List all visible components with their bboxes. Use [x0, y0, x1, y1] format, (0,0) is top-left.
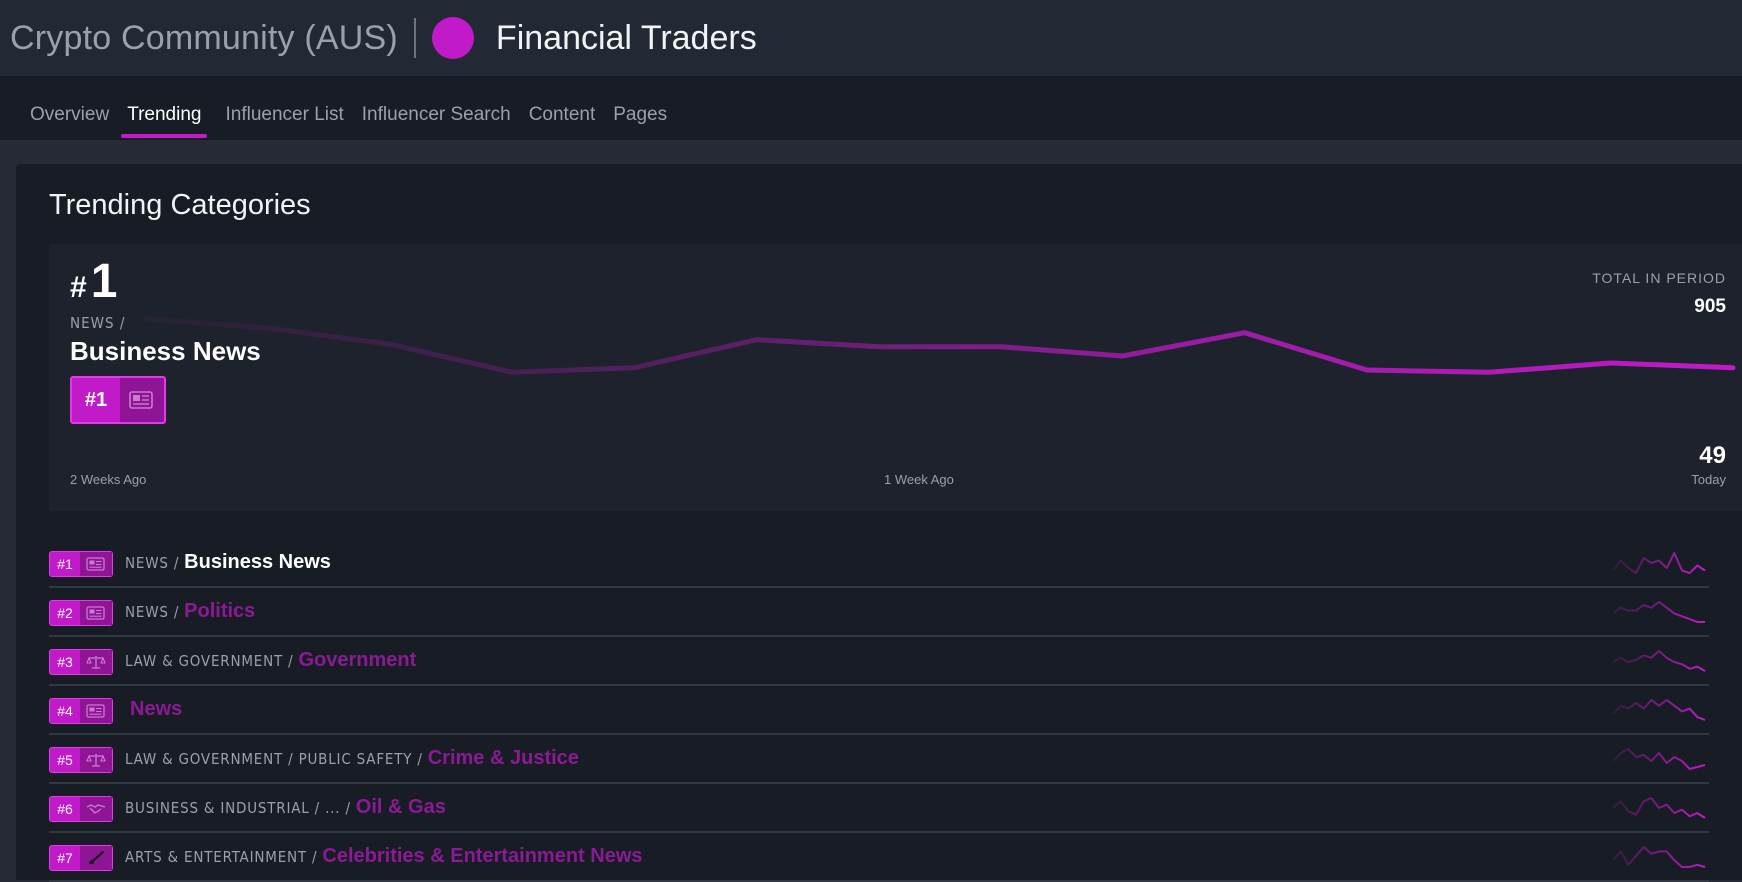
rank-label: #3 [57, 654, 73, 670]
newspaper-icon [120, 378, 164, 422]
category-name[interactable]: Politics [184, 600, 256, 622]
rank-badge: #1 [49, 551, 113, 577]
category-name[interactable]: Celebrities & Entertainment News [322, 845, 643, 867]
rank-badge: #6 [49, 796, 113, 822]
category-path: BUSINESS & INDUSTRIAL / ... / [125, 799, 351, 817]
category-label: NEWS / Business News [125, 551, 331, 574]
hero-rank-number: 1 [90, 255, 118, 308]
category-path: LAW & GOVERNMENT / PUBLIC SAFETY / [125, 750, 423, 768]
rank-label: #6 [57, 801, 73, 817]
newspaper-icon [80, 601, 112, 625]
category-row[interactable]: #6 BUSINESS & INDUSTRIAL / ... / Oil & Gas [49, 784, 1709, 833]
category-row[interactable]: #2 NEWS / Politics [49, 588, 1709, 637]
rank-badge: #3 [49, 649, 113, 675]
category-label: ARTS & ENTERTAINMENT / Celebrities & Ente… [125, 845, 643, 868]
category-name[interactable]: Government [298, 649, 417, 671]
sparkline-path [1612, 797, 1706, 819]
category-path: NEWS / [125, 603, 180, 621]
rank-label: #1 [57, 556, 73, 572]
hero-badge-rank: #1 [84, 388, 108, 411]
hero-trend-line [143, 316, 1736, 375]
hero-trend-chart [143, 316, 1736, 375]
category-name[interactable]: Business News [184, 551, 331, 573]
x-label-today: Today [1691, 472, 1726, 487]
tab-trending[interactable]: Trending [121, 104, 208, 140]
category-path: LAW & GOVERNMENT / [125, 652, 294, 670]
rank-label: #2 [57, 605, 73, 621]
rank-badge: #4 [49, 698, 113, 724]
group-title: Financial Traders [495, 18, 757, 57]
sparkline [1612, 650, 1706, 672]
rank-badge: #5 [49, 747, 113, 773]
sparkline-path [1612, 846, 1706, 868]
category-row[interactable]: #4 News [49, 686, 1709, 735]
category-list: #1 NEWS / Business News #2 NEWS / Politics #3 L… [49, 539, 1709, 882]
section-title: Trending Categories [49, 189, 311, 221]
category-name[interactable]: Crime & Justice [427, 747, 579, 769]
category-label: News [125, 698, 182, 721]
category-label: LAW & GOVERNMENT / Government [125, 649, 416, 672]
today-value: 49 [1699, 442, 1726, 469]
sparkline-path [1612, 552, 1706, 574]
category-label: NEWS / Politics [125, 600, 255, 623]
tab-pages[interactable]: Pages [613, 104, 668, 125]
x-label-mid: 1 Week Ago [884, 472, 954, 487]
scales-icon [80, 650, 112, 674]
title-divider [413, 18, 416, 58]
sparkline-path [1612, 699, 1706, 721]
hero-rank-hash: # [70, 271, 87, 304]
rank-label: #4 [57, 703, 73, 719]
sparkline [1612, 846, 1706, 868]
category-row[interactable]: #1 NEWS / Business News [49, 539, 1709, 588]
category-name[interactable]: News [130, 698, 183, 720]
tab-bar: Overview Trending Influencer List Influe… [0, 76, 1742, 140]
sparkline [1612, 748, 1706, 770]
trending-card: Trending Categories #1 NEWS / Business N… [16, 164, 1742, 882]
tab-overview[interactable]: Overview [30, 104, 110, 125]
hero-category-path: NEWS / [70, 314, 126, 332]
scales-icon [80, 748, 112, 772]
tab-influencer-search[interactable]: Influencer Search [361, 104, 511, 125]
newspaper-icon [80, 552, 112, 576]
handshake-icon [80, 797, 112, 821]
sparkline-path [1612, 650, 1706, 672]
top-header: Crypto Community (AUS) Financial Traders [0, 0, 1742, 76]
rank-badge: #2 [49, 600, 113, 626]
total-in-period-label: TOTAL IN PERIOD [1592, 270, 1726, 286]
community-title[interactable]: Crypto Community (AUS) [10, 18, 398, 57]
category-label: LAW & GOVERNMENT / PUBLIC SAFETY / Crime … [125, 747, 579, 770]
group-avatar [431, 17, 474, 59]
category-name[interactable]: Oil & Gas [355, 796, 446, 818]
hero-rank: #1 [70, 254, 117, 309]
total-in-period-value: 905 [1694, 296, 1726, 317]
rank-label: #7 [57, 850, 73, 866]
hero-category-name[interactable]: Business News [70, 336, 261, 366]
hero-rank-badge: #1 [70, 376, 166, 424]
top-category-panel[interactable]: #1 NEWS / Business News #1 TOTAL IN PERI… [49, 244, 1742, 511]
category-path: NEWS / [125, 554, 180, 572]
sparkline-path [1612, 601, 1705, 623]
sparkline-path [1612, 748, 1706, 770]
brush-icon [80, 846, 112, 870]
x-label-start: 2 Weeks Ago [70, 472, 147, 487]
newspaper-icon [80, 699, 112, 723]
category-row[interactable]: #7 ARTS & ENTERTAINMENT / Celebrities & En… [49, 833, 1709, 882]
tab-influencer-list[interactable]: Influencer List [225, 104, 344, 125]
rank-badge: #7 [49, 845, 113, 871]
tab-content[interactable]: Content [528, 104, 596, 125]
sparkline [1612, 699, 1706, 721]
category-path: ARTS & ENTERTAINMENT / [125, 848, 318, 866]
sparkline [1612, 797, 1706, 819]
category-label: BUSINESS & INDUSTRIAL / ... / Oil & Gas [125, 796, 446, 819]
rank-label: #5 [57, 752, 73, 768]
sparkline [1612, 552, 1706, 574]
category-row[interactable]: #3 LAW & GOVERNMENT / Government [49, 637, 1709, 686]
category-row[interactable]: #5 LAW & GOVERNMENT / PUBLIC SAFETY / Crim… [49, 735, 1709, 784]
sparkline [1612, 601, 1705, 623]
